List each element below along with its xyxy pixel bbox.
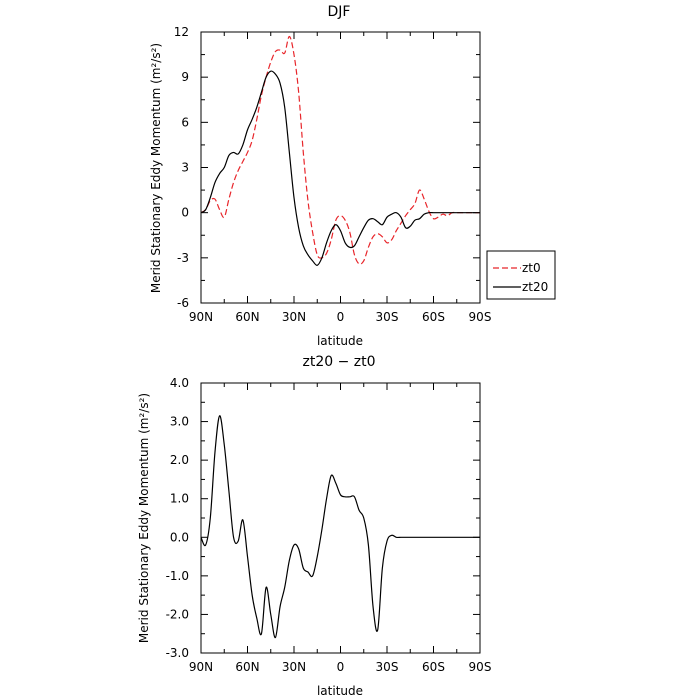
panel-djf-ticks bbox=[200, 31, 481, 304]
panel-difference-x-axis-title: latitude bbox=[317, 684, 363, 698]
y-tick-label: -6 bbox=[177, 296, 189, 310]
x-tick-label: 60N bbox=[235, 660, 259, 674]
x-tick-label: 0 bbox=[337, 310, 345, 324]
y-tick-label: -2.0 bbox=[166, 607, 189, 621]
panel-difference-y-axis-title: Merid Stationary Eddy Momentum (m²/s²) bbox=[137, 393, 151, 643]
panel-title-djf: DJF bbox=[328, 4, 351, 20]
x-tick-label: 30S bbox=[376, 310, 399, 324]
x-tick-label: 30S bbox=[376, 660, 399, 674]
panel-djf: DJF 90N 60N 30N 0 30S 60S 90S 12 9 6 3 0 -3 -6 latit… bbox=[149, 4, 556, 348]
legend: zt0 zt20 bbox=[486, 250, 556, 300]
x-tick-label: 90N bbox=[189, 660, 213, 674]
panel-djf-x-axis-title: latitude bbox=[317, 334, 363, 348]
panel-djf-frame bbox=[200, 31, 481, 304]
panel-difference-ticks bbox=[200, 382, 481, 654]
x-tick-label: 60S bbox=[422, 660, 445, 674]
legend-box bbox=[486, 250, 556, 300]
y-tick-label: 4.0 bbox=[170, 376, 189, 390]
panel-difference: zt20 − zt0 90N 60N 30N 0 30S 60S 90S 4.0 3.0 2.0… bbox=[137, 354, 491, 698]
series-line-zt20 bbox=[200, 70, 480, 266]
y-tick-label: 6 bbox=[181, 115, 189, 129]
y-tick-label: 1.0 bbox=[170, 492, 189, 506]
panel-difference-y-tick-labels: 4.0 3.0 2.0 1.0 0.0 -1.0 -2.0 -3.0 bbox=[166, 376, 189, 660]
legend-label-zt0: zt0 bbox=[522, 261, 541, 275]
panel-difference-frame bbox=[200, 382, 481, 654]
y-tick-label: 3.0 bbox=[170, 415, 189, 429]
panel-title-difference: zt20 − zt0 bbox=[302, 354, 375, 370]
x-tick-label: 60N bbox=[235, 310, 259, 324]
y-tick-label: 2.0 bbox=[170, 453, 189, 467]
panel-djf-series bbox=[200, 35, 480, 266]
panel-difference-series bbox=[200, 415, 480, 639]
panel-difference-x-tick-labels: 90N 60N 30N 0 30S 60S 90S bbox=[189, 660, 492, 674]
panel-djf-x-tick-labels: 90N 60N 30N 0 30S 60S 90S bbox=[189, 310, 492, 324]
y-tick-label: -3.0 bbox=[166, 646, 189, 660]
panel-djf-y-axis-title: Merid Stationary Eddy Momentum (m²/s²) bbox=[149, 43, 163, 293]
y-tick-label: 3 bbox=[181, 161, 189, 175]
y-tick-label: 0 bbox=[181, 206, 189, 220]
y-tick-label: 0.0 bbox=[170, 530, 189, 544]
x-tick-label: 90N bbox=[189, 310, 213, 324]
x-tick-label: 90S bbox=[469, 310, 492, 324]
x-tick-label: 60S bbox=[422, 310, 445, 324]
y-tick-label: -3 bbox=[177, 251, 189, 265]
series-line-zt0 bbox=[200, 35, 480, 265]
x-tick-label: 30N bbox=[282, 660, 306, 674]
y-tick-label: 9 bbox=[181, 70, 189, 84]
x-tick-label: 0 bbox=[337, 660, 345, 674]
x-tick-label: 90S bbox=[469, 660, 492, 674]
x-tick-label: 30N bbox=[282, 310, 306, 324]
panel-djf-y-tick-labels: 12 9 6 3 0 -3 -6 bbox=[174, 25, 189, 310]
y-tick-label: -1.0 bbox=[166, 569, 189, 583]
legend-label-zt20: zt20 bbox=[522, 280, 548, 294]
y-tick-label: 12 bbox=[174, 25, 189, 39]
series-line-panel2-0 bbox=[200, 415, 480, 639]
